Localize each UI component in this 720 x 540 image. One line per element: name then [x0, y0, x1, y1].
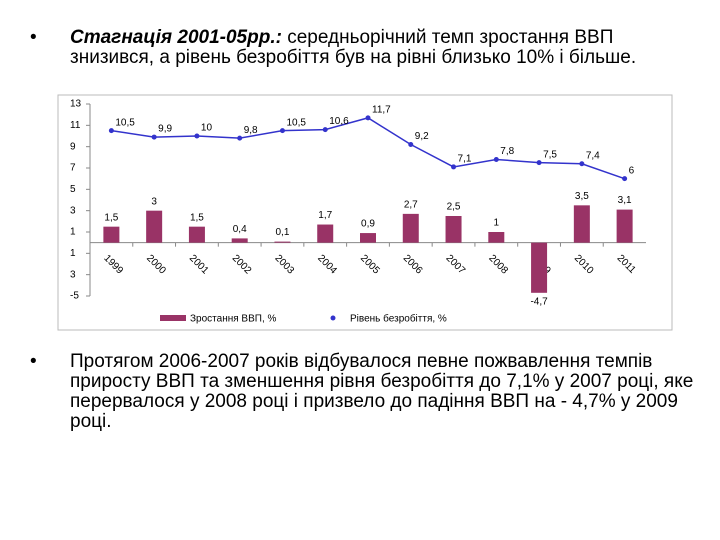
- bar-label: 0,9: [361, 219, 375, 230]
- y-tick-label: 11: [70, 120, 81, 131]
- bullet-body: середньорічний темп зростання ВВП знизив…: [70, 27, 637, 68]
- line-point: [194, 133, 200, 139]
- bar: [317, 224, 334, 243]
- bar: [231, 238, 248, 243]
- point-label: 10: [201, 123, 213, 134]
- bar-label: 3,1: [618, 195, 632, 206]
- bar-label: 1,5: [104, 212, 118, 223]
- bar-label: 2,7: [404, 200, 418, 211]
- point-label: 6: [629, 165, 635, 176]
- bar: [188, 226, 205, 243]
- y-tick-label: 9: [70, 141, 76, 152]
- line-point: [408, 142, 414, 148]
- line-point: [151, 134, 157, 140]
- legend-label: Зростання ВВП, %: [190, 314, 277, 325]
- line-point: [536, 160, 542, 166]
- bar: [146, 210, 163, 243]
- line-point: [108, 128, 114, 134]
- point-label: 9,8: [244, 125, 258, 136]
- bullet-dot: •: [30, 351, 37, 372]
- bar-label: 1,7: [318, 210, 332, 221]
- y-tick-label: 5: [70, 184, 76, 195]
- y-tick-label: 1: [70, 248, 76, 259]
- bullet-text: Протягом 2006-2007 років відбувалося пев…: [70, 351, 694, 432]
- bar: [531, 242, 548, 293]
- bar-label: 1,5: [190, 212, 204, 223]
- bar-label: 1: [494, 218, 500, 229]
- legend-label: Рівень безробіття, %: [350, 313, 447, 325]
- line-point: [365, 115, 371, 121]
- line-point: [237, 135, 243, 141]
- bar-label: 3,5: [575, 191, 589, 202]
- bar: [488, 232, 505, 243]
- point-label: 10,5: [286, 117, 306, 128]
- y-tick-label: 3: [70, 269, 76, 280]
- y-tick-label: 7: [70, 163, 76, 174]
- line-point: [579, 161, 585, 167]
- line-point: [622, 176, 628, 182]
- line-point: [493, 156, 499, 162]
- point-label: 11,7: [372, 105, 391, 116]
- bar: [445, 216, 462, 243]
- bar: [402, 213, 419, 243]
- bar-label: 2,5: [447, 202, 461, 213]
- y-tick-label: 1: [70, 227, 76, 238]
- point-label: 7,1: [458, 154, 472, 165]
- bar-label: 0,1: [276, 227, 290, 238]
- bar: [573, 205, 590, 243]
- point-label: 9,2: [415, 131, 429, 142]
- bar: [616, 209, 633, 243]
- legend-swatch: [330, 315, 336, 321]
- line-point: [322, 127, 328, 133]
- bullet-lead: Стагнація 2001-05рр.:: [70, 27, 282, 48]
- bar-label: -4,7: [530, 296, 548, 307]
- y-tick-label: 13: [70, 99, 82, 110]
- bar-label: 3: [151, 196, 157, 207]
- bullet-dot: •: [30, 27, 37, 48]
- line-point: [451, 164, 457, 170]
- bullet-text: Стагнація 2001-05рр.: середньорічний тем…: [70, 28, 700, 68]
- point-label: 7,8: [500, 146, 514, 157]
- legend-swatch: [160, 315, 186, 321]
- line-point: [279, 128, 285, 134]
- point-label: 7,5: [543, 149, 557, 160]
- bar: [274, 241, 291, 243]
- bar-label: 0,4: [233, 224, 247, 235]
- y-tick-label: -5: [70, 291, 79, 302]
- y-tick-label: 3: [70, 205, 76, 216]
- point-label: 10,6: [329, 116, 349, 127]
- bar: [103, 226, 120, 243]
- point-label: 7,4: [586, 150, 600, 161]
- point-label: 10,5: [115, 117, 135, 128]
- bar: [360, 233, 376, 243]
- point-label: 9,9: [158, 124, 172, 135]
